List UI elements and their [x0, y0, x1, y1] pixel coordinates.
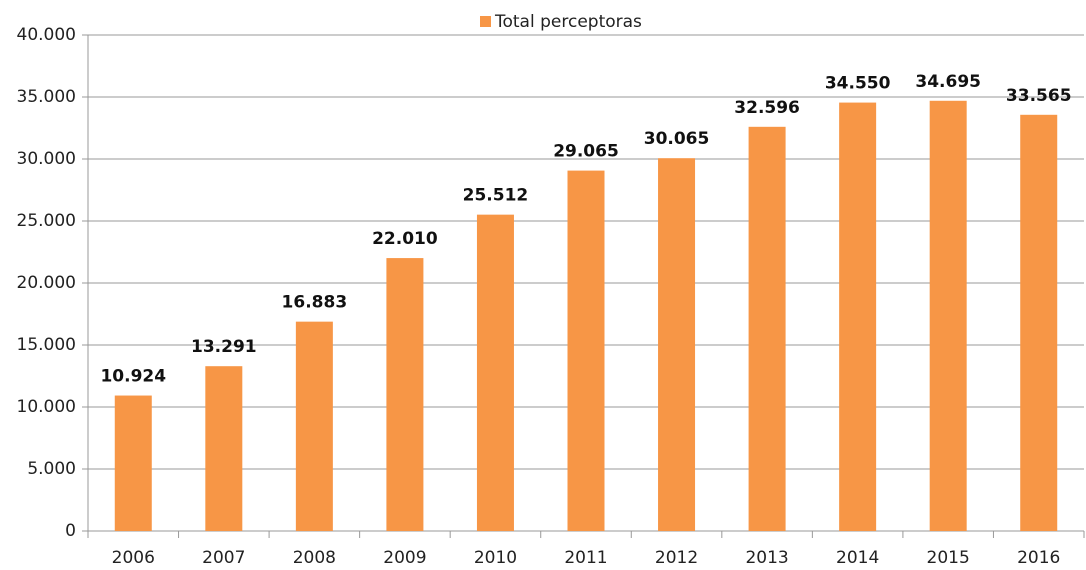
value-label: 22.010	[372, 229, 438, 249]
y-tick-label: 40.000	[17, 25, 76, 45]
value-label: 34.550	[825, 74, 891, 94]
bar	[386, 258, 424, 531]
x-tick-label: 2010	[474, 548, 517, 568]
y-tick-label: 15.000	[17, 335, 76, 355]
x-tick-label: 2011	[564, 548, 607, 568]
y-tick-label: 35.000	[17, 87, 76, 107]
value-label: 16.883	[282, 293, 348, 313]
bar	[295, 321, 333, 531]
x-tick-label: 2008	[293, 548, 336, 568]
y-tick-label: 20.000	[17, 273, 76, 293]
bar	[839, 102, 877, 531]
value-label: 32.596	[734, 98, 800, 118]
value-label: 10.924	[100, 367, 166, 387]
value-label: 34.695	[915, 72, 981, 92]
bar	[658, 158, 696, 531]
bar	[929, 100, 967, 532]
x-tick-label: 2007	[202, 548, 245, 568]
x-tick-label: 2016	[1017, 548, 1060, 568]
x-tick-label: 2014	[836, 548, 879, 568]
value-label: 13.291	[191, 337, 257, 357]
legend-label: Total perceptoras	[494, 12, 642, 32]
bar	[205, 366, 243, 531]
bar	[567, 170, 605, 531]
bar	[1020, 114, 1058, 531]
y-tick-label: 10.000	[17, 397, 76, 417]
x-tick-label: 2012	[655, 548, 698, 568]
x-tick-label: 2015	[927, 548, 970, 568]
x-tick-label: 2013	[745, 548, 788, 568]
bar	[114, 395, 152, 531]
value-label: 30.065	[644, 129, 710, 149]
bar	[476, 214, 514, 532]
value-label: 25.512	[463, 186, 529, 206]
value-label: 33.565	[1006, 86, 1072, 106]
y-tick-label: 25.000	[17, 211, 76, 231]
x-tick-label: 2006	[112, 548, 155, 568]
x-tick-label: 2009	[383, 548, 426, 568]
y-tick-label: 0	[65, 521, 76, 541]
y-tick-label: 30.000	[17, 149, 76, 169]
legend-swatch	[480, 16, 491, 27]
y-tick-label: 5.000	[27, 459, 76, 479]
bar	[748, 126, 786, 531]
value-label: 29.065	[553, 142, 619, 162]
